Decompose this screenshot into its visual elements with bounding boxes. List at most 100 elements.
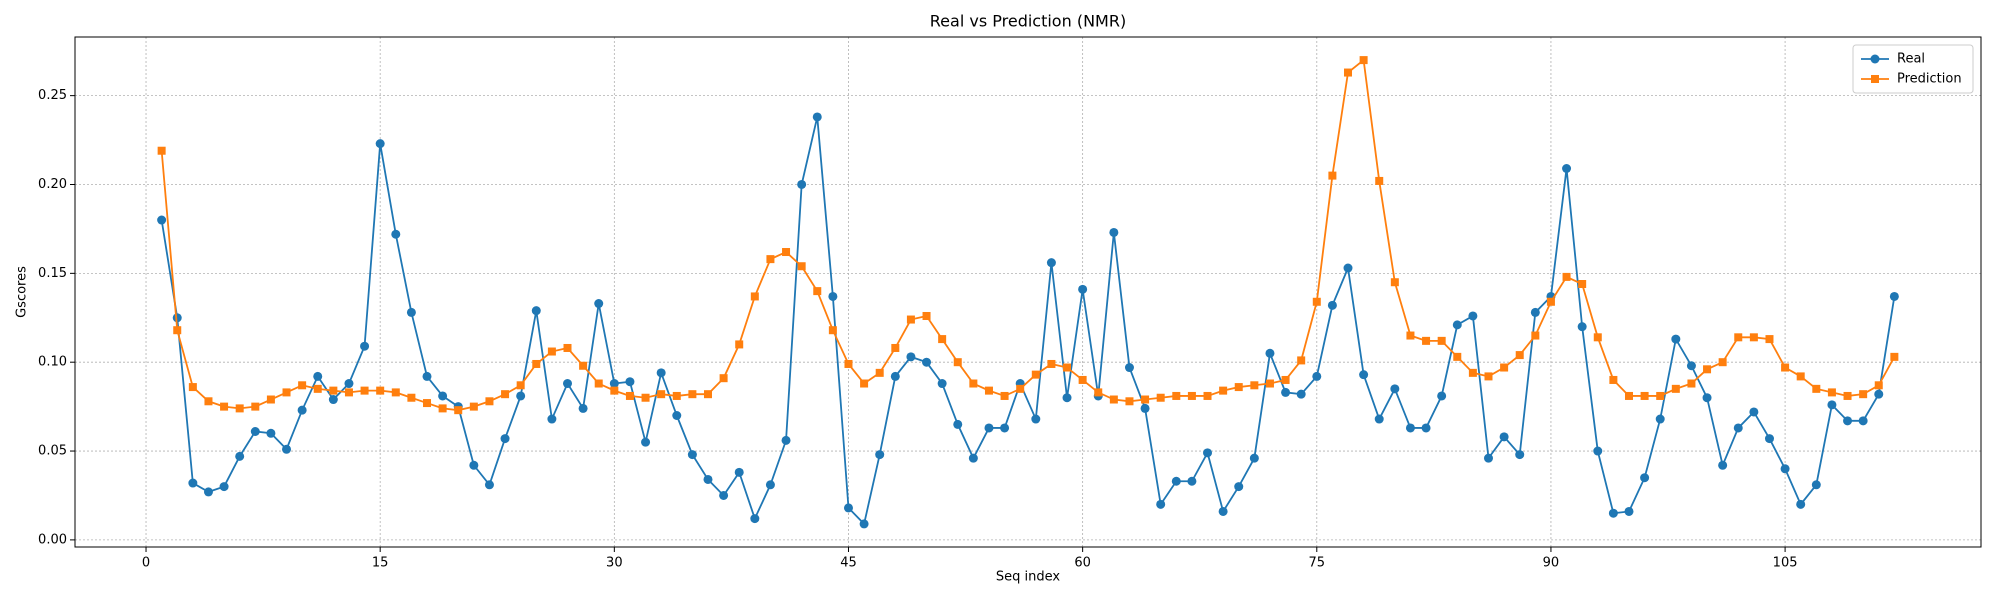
marker bbox=[1421, 423, 1431, 433]
marker bbox=[1359, 370, 1369, 380]
marker bbox=[1874, 381, 1883, 390]
marker bbox=[938, 335, 947, 344]
marker bbox=[438, 404, 447, 413]
marker bbox=[376, 386, 385, 395]
marker bbox=[1515, 351, 1524, 360]
marker bbox=[735, 340, 744, 349]
marker bbox=[1109, 395, 1118, 404]
marker bbox=[172, 313, 182, 323]
marker bbox=[1078, 375, 1087, 384]
marker bbox=[1562, 163, 1572, 173]
marker bbox=[329, 386, 338, 395]
x-tick-label: 15 bbox=[372, 556, 389, 571]
marker bbox=[1811, 480, 1821, 490]
marker bbox=[1109, 227, 1119, 237]
marker bbox=[454, 406, 463, 415]
marker bbox=[1124, 363, 1134, 373]
marker bbox=[500, 434, 510, 444]
marker bbox=[484, 480, 494, 490]
marker bbox=[188, 478, 198, 488]
marker bbox=[1171, 476, 1181, 486]
marker bbox=[1234, 383, 1243, 392]
x-tick-label: 90 bbox=[1543, 556, 1560, 571]
marker bbox=[1031, 370, 1040, 379]
marker bbox=[1312, 371, 1322, 381]
marker bbox=[1000, 391, 1009, 400]
marker bbox=[890, 371, 900, 381]
marker bbox=[953, 358, 962, 367]
marker bbox=[1156, 499, 1166, 509]
legend-marker bbox=[1871, 75, 1879, 83]
marker bbox=[282, 444, 292, 454]
marker bbox=[235, 404, 244, 413]
marker bbox=[1671, 334, 1681, 344]
marker bbox=[828, 291, 838, 301]
marker bbox=[298, 381, 307, 390]
marker bbox=[1515, 450, 1525, 460]
marker bbox=[1016, 384, 1025, 393]
marker bbox=[1468, 311, 1478, 321]
marker bbox=[516, 391, 526, 401]
marker bbox=[1859, 390, 1868, 399]
marker bbox=[1422, 336, 1431, 345]
marker bbox=[1530, 307, 1540, 317]
marker bbox=[1655, 414, 1665, 424]
marker bbox=[313, 384, 322, 393]
marker bbox=[1531, 331, 1540, 340]
marker bbox=[719, 374, 728, 383]
y-tick-label: 0.20 bbox=[38, 177, 67, 192]
line bbox=[160, 58, 1896, 412]
marker bbox=[1187, 391, 1196, 400]
marker bbox=[1046, 258, 1056, 268]
marker bbox=[1437, 391, 1447, 401]
marker bbox=[1187, 476, 1197, 486]
marker bbox=[375, 139, 385, 149]
marker bbox=[969, 379, 978, 388]
marker bbox=[1265, 348, 1275, 358]
marker bbox=[1890, 352, 1899, 361]
marker bbox=[1078, 284, 1088, 294]
marker bbox=[1609, 375, 1618, 384]
marker bbox=[469, 402, 478, 411]
marker bbox=[313, 371, 323, 381]
marker bbox=[407, 393, 416, 402]
marker bbox=[1812, 384, 1821, 393]
marker bbox=[173, 326, 182, 335]
marker bbox=[1344, 68, 1353, 77]
marker bbox=[1624, 391, 1633, 400]
marker bbox=[719, 490, 729, 500]
y-axis-label: Gscores bbox=[15, 266, 30, 318]
marker bbox=[282, 388, 291, 397]
marker bbox=[1405, 423, 1415, 433]
marker bbox=[563, 343, 572, 352]
marker bbox=[687, 450, 697, 460]
marker bbox=[1140, 403, 1150, 413]
marker bbox=[782, 248, 791, 257]
marker bbox=[391, 388, 400, 397]
marker bbox=[1718, 460, 1728, 470]
marker bbox=[1000, 423, 1010, 433]
marker bbox=[1702, 393, 1712, 403]
marker bbox=[937, 379, 947, 389]
legend-label: Prediction bbox=[1897, 72, 1962, 87]
marker bbox=[157, 215, 167, 225]
y-tick-label: 0.25 bbox=[38, 88, 67, 103]
marker bbox=[843, 503, 853, 513]
x-tick-label: 75 bbox=[1309, 556, 1326, 571]
marker bbox=[734, 467, 744, 477]
marker bbox=[1827, 400, 1837, 410]
marker bbox=[1062, 393, 1072, 403]
y-tick-label: 0.15 bbox=[38, 266, 67, 281]
marker bbox=[1141, 395, 1150, 404]
marker bbox=[391, 229, 401, 239]
marker bbox=[1156, 393, 1165, 402]
marker bbox=[828, 326, 837, 335]
marker bbox=[875, 450, 885, 460]
marker bbox=[797, 179, 807, 189]
marker bbox=[1437, 336, 1446, 345]
marker bbox=[1484, 372, 1493, 381]
marker bbox=[1296, 389, 1306, 399]
marker bbox=[220, 402, 229, 411]
marker bbox=[1781, 363, 1790, 372]
marker bbox=[766, 255, 775, 264]
